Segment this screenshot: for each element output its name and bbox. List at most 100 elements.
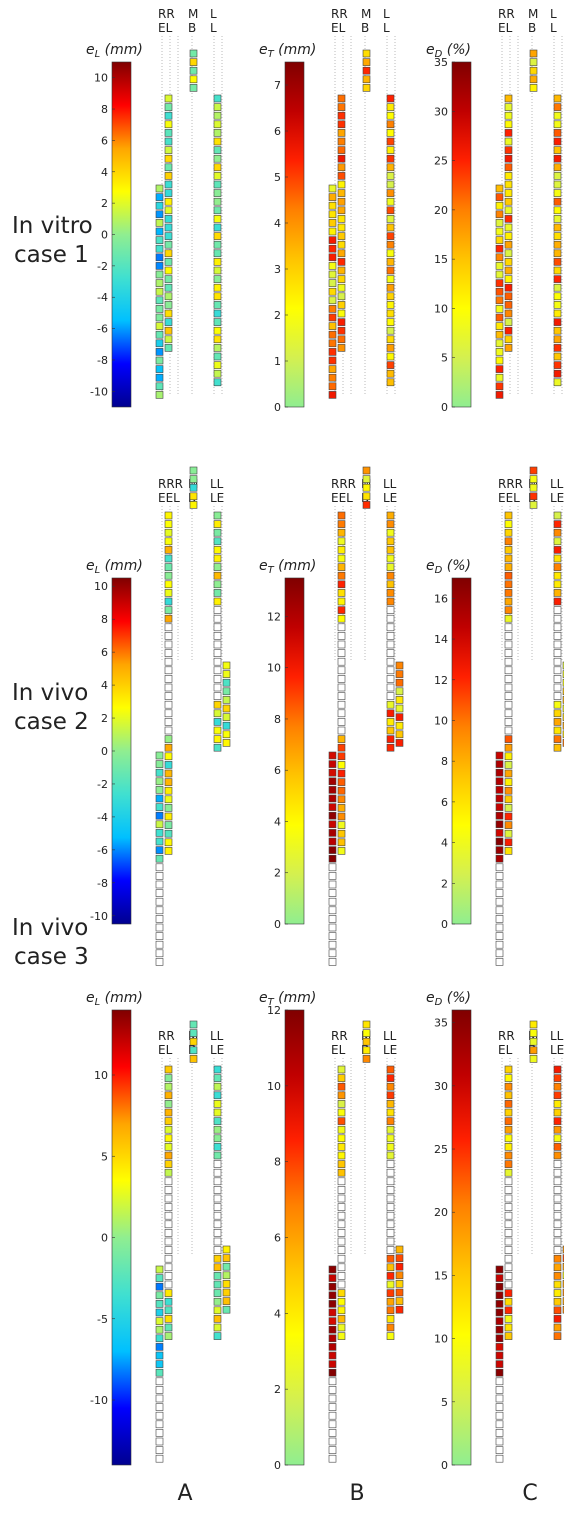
electrode-cell xyxy=(386,1194,395,1203)
electrode-cell xyxy=(213,197,222,206)
electrode-cell xyxy=(504,180,513,189)
electrode-cell xyxy=(337,1254,346,1263)
electrode-cell xyxy=(213,528,222,537)
electrode-cell xyxy=(222,1297,231,1305)
electrode-cell xyxy=(504,103,513,111)
electrode-cell xyxy=(213,137,222,146)
electrode-cell xyxy=(504,1272,513,1280)
electrode-cell xyxy=(328,820,337,829)
electrode-cell xyxy=(553,344,562,352)
electrode-cell xyxy=(386,700,395,709)
electrode-cell xyxy=(328,1386,337,1394)
electrode-cell xyxy=(213,266,222,275)
electrode-cell xyxy=(164,163,173,172)
electrode-cell xyxy=(395,661,404,670)
electrode-cell xyxy=(213,103,222,111)
electrode-cell xyxy=(495,889,504,897)
electrode-cell xyxy=(328,803,337,811)
column-label-c: C xyxy=(522,1481,537,1506)
electrode-cell xyxy=(328,365,337,373)
tick-label: -10 xyxy=(90,910,108,923)
tick-label: 0 xyxy=(274,918,281,931)
electrode-cell xyxy=(155,794,164,803)
electrode-cell xyxy=(386,1151,395,1160)
electrode-cell xyxy=(213,580,222,589)
electrode-cell xyxy=(164,1108,173,1117)
electrode-cell xyxy=(337,301,346,309)
electrode-cell xyxy=(164,761,173,769)
header-left-top: RRR xyxy=(498,477,523,491)
electrode-cell xyxy=(553,309,562,318)
tick-label: 12 xyxy=(267,1004,281,1017)
tick-label: -8 xyxy=(97,354,108,367)
colorbar-title-unit: (%) xyxy=(442,558,471,574)
electrode-cell xyxy=(504,1065,513,1074)
electrode-cell xyxy=(495,244,504,253)
electrode-cell xyxy=(553,335,562,344)
colorbar-title: eL (mm) xyxy=(86,42,143,60)
electrode-cell xyxy=(337,240,346,249)
electrode-cell xyxy=(495,1360,504,1368)
electrode-cell xyxy=(164,1194,173,1203)
header-right-top: LL xyxy=(383,477,397,491)
electrode-cell xyxy=(386,571,395,580)
electrode-cell xyxy=(164,1315,173,1323)
electrode-cell xyxy=(553,189,562,197)
electrode-cell xyxy=(386,1220,395,1229)
electrode-cell xyxy=(164,829,173,838)
electrode-cell xyxy=(164,137,173,146)
electrode-cell xyxy=(222,678,231,687)
electrode-cell xyxy=(222,739,231,747)
electrode-cell xyxy=(504,1100,513,1108)
electrode-cell xyxy=(164,554,173,563)
header-right-bottom: LE xyxy=(383,1043,397,1057)
electrode-cell xyxy=(213,232,222,240)
row-label-1: In vitro case 1 xyxy=(12,213,93,268)
electrode-cell xyxy=(155,1265,164,1274)
electrode-cell xyxy=(155,296,164,305)
electrode-cell xyxy=(386,1272,395,1280)
electrode-cell xyxy=(222,1280,231,1288)
electrode-cell xyxy=(328,872,337,880)
electrode-cell xyxy=(213,1125,222,1134)
electrode-cell xyxy=(337,778,346,786)
electrode-cell xyxy=(164,1263,173,1272)
electrode-cell xyxy=(386,1289,395,1297)
electrode-cell xyxy=(164,1306,173,1315)
electrode-cell xyxy=(328,184,337,193)
electrode-cell xyxy=(495,820,504,829)
electrode-cell xyxy=(337,752,346,761)
electrode-cell xyxy=(164,847,173,855)
electrode-cell xyxy=(362,84,371,92)
electrode-cell xyxy=(386,154,395,163)
electrode-cell xyxy=(164,1229,173,1237)
electrode-cell xyxy=(164,1246,173,1254)
electrode-cell xyxy=(328,391,337,399)
electrode-cell xyxy=(386,361,395,369)
electrode-cell xyxy=(328,201,337,210)
electrode-cell xyxy=(222,721,231,730)
electrode-cell xyxy=(213,1065,222,1074)
electrode-cell xyxy=(504,232,513,240)
electrode-cell xyxy=(164,94,173,103)
tick-label: 10 xyxy=(267,1080,281,1093)
electrode-cell xyxy=(395,1245,404,1254)
electrode-cell xyxy=(504,1194,513,1203)
electrode-cell xyxy=(328,1446,337,1454)
electrode-cell xyxy=(386,546,395,554)
electrode-cell xyxy=(164,1237,173,1246)
electrode-cell xyxy=(495,348,504,356)
electrode-cell xyxy=(155,915,164,923)
tick-label: 0 xyxy=(441,1459,448,1472)
electrode-cell xyxy=(155,1454,164,1463)
electrode-cell xyxy=(337,812,346,821)
electrode-cell xyxy=(155,236,164,244)
electrode-cell xyxy=(213,1177,222,1186)
tick-label: 2 xyxy=(101,197,108,210)
electrode-cell xyxy=(164,120,173,129)
electrode-cell xyxy=(395,687,404,696)
tick-label: 16 xyxy=(434,592,448,605)
electrode-cell xyxy=(504,683,513,692)
electrode-cell xyxy=(328,846,337,854)
electrode-cell xyxy=(337,804,346,812)
